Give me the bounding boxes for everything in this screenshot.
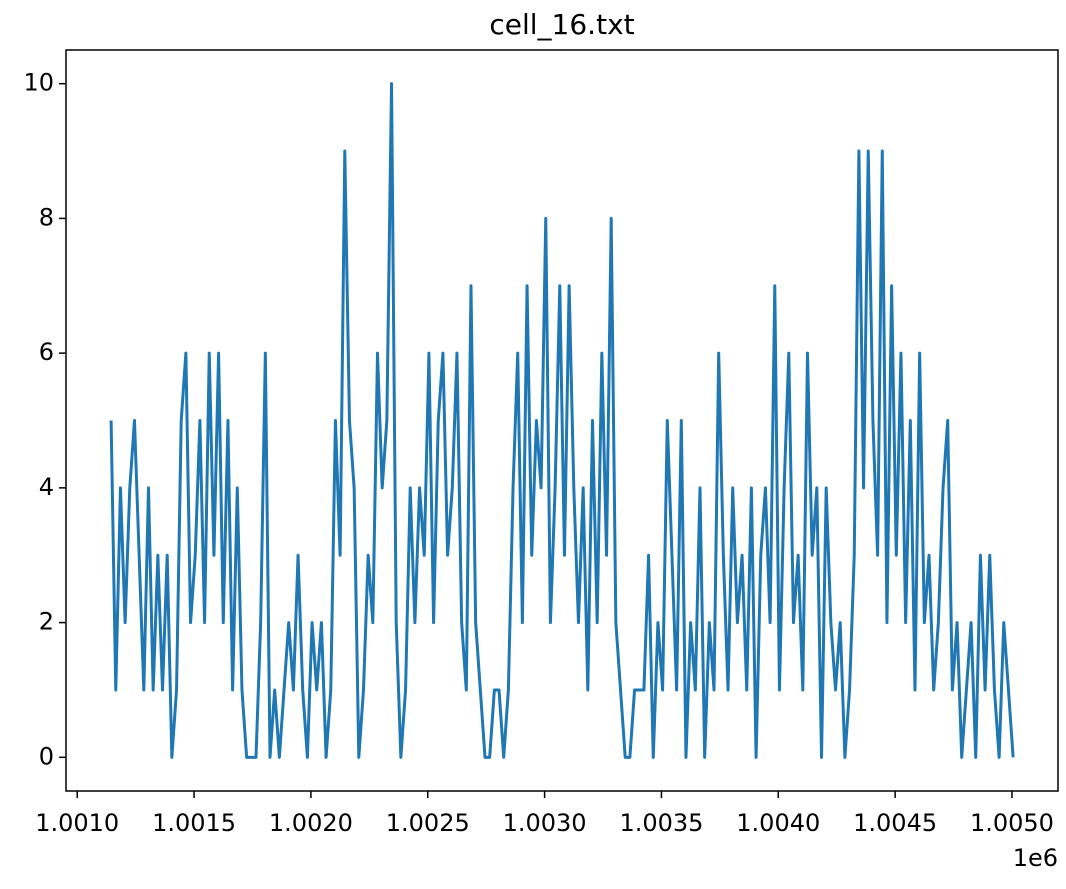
x-tick-label: 1.0040	[736, 809, 820, 837]
x-tick-label: 1.0035	[619, 809, 703, 837]
plot-frame	[65, 49, 1059, 792]
x-tick-label: 1.0030	[503, 809, 587, 837]
y-tick-label: 4	[39, 473, 54, 501]
x-tick-label: 1.0010	[35, 809, 119, 837]
y-tick-label: 2	[39, 608, 54, 636]
x-tick-label: 1.0050	[970, 809, 1054, 837]
x-offset-label: 1e6	[1013, 844, 1058, 872]
y-tick-label: 8	[39, 203, 54, 231]
y-tick-label: 0	[39, 742, 54, 770]
chart-title: cell_16.txt	[489, 8, 634, 41]
y-tick-label: 6	[39, 338, 54, 366]
x-tick-label: 1.0015	[152, 809, 236, 837]
x-tick-label: 1.0045	[853, 809, 937, 837]
x-tick-label: 1.0020	[269, 809, 353, 837]
y-tick-label: 10	[23, 69, 54, 97]
x-tick-label: 1.0025	[386, 809, 470, 837]
data-line	[109, 82, 1015, 759]
